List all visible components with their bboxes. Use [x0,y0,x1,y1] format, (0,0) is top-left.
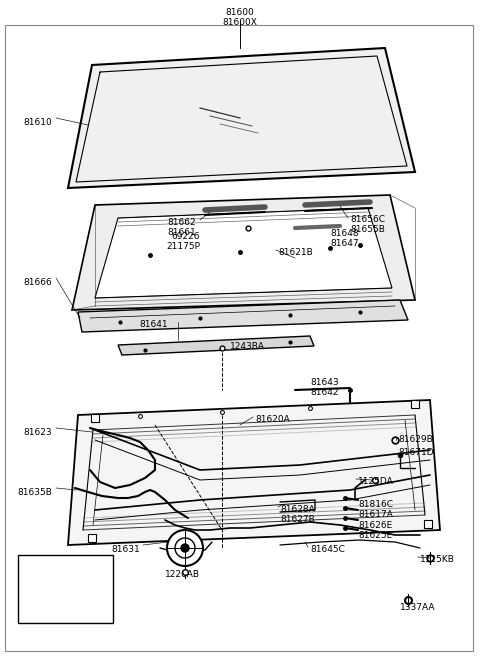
Circle shape [167,530,203,566]
Text: 1337AA: 1337AA [400,603,435,612]
Text: 81671D: 81671D [398,448,433,457]
Circle shape [181,544,189,552]
Text: 81648
81647: 81648 81647 [330,229,359,249]
Text: 81641: 81641 [139,320,168,329]
Text: 81816C
81617A
81626E
81625E: 81816C 81617A 81626E 81625E [358,500,393,540]
Text: 81656C
81655B: 81656C 81655B [350,215,385,234]
Polygon shape [95,208,392,298]
Text: 1125KB: 1125KB [420,555,455,564]
Polygon shape [68,400,440,545]
Text: 81662
81661: 81662 81661 [167,218,196,237]
Text: 81621B: 81621B [278,248,313,257]
Text: 1220AB: 1220AB [165,570,200,579]
Text: 81645C: 81645C [310,545,345,554]
Bar [88,534,96,542]
Text: 81666: 81666 [23,278,52,287]
Text: 81628A
81627B: 81628A 81627B [280,505,315,524]
Text: 81610: 81610 [23,118,52,127]
Bar [424,520,432,528]
Text: 69226
21175P: 69226 21175P [166,232,200,251]
Text: 81675: 81675 [38,565,67,574]
Text: 81629B: 81629B [398,435,433,444]
Polygon shape [78,300,408,332]
Polygon shape [68,48,415,188]
Text: 81677: 81677 [48,578,77,587]
Text: 81623: 81623 [24,428,52,437]
Text: 1125DA: 1125DA [358,477,394,486]
Text: 1243BA: 1243BA [230,342,265,351]
Text: 81620A: 81620A [255,415,290,424]
Text: 81631: 81631 [111,545,140,554]
Text: 81643
81642: 81643 81642 [310,378,338,398]
Text: 81600
81600X: 81600 81600X [223,8,257,28]
Polygon shape [118,336,314,355]
Text: 81635B: 81635B [17,488,52,497]
Bar [91,414,99,422]
Bar [18,555,113,623]
Polygon shape [72,195,415,310]
Bar [411,400,419,408]
